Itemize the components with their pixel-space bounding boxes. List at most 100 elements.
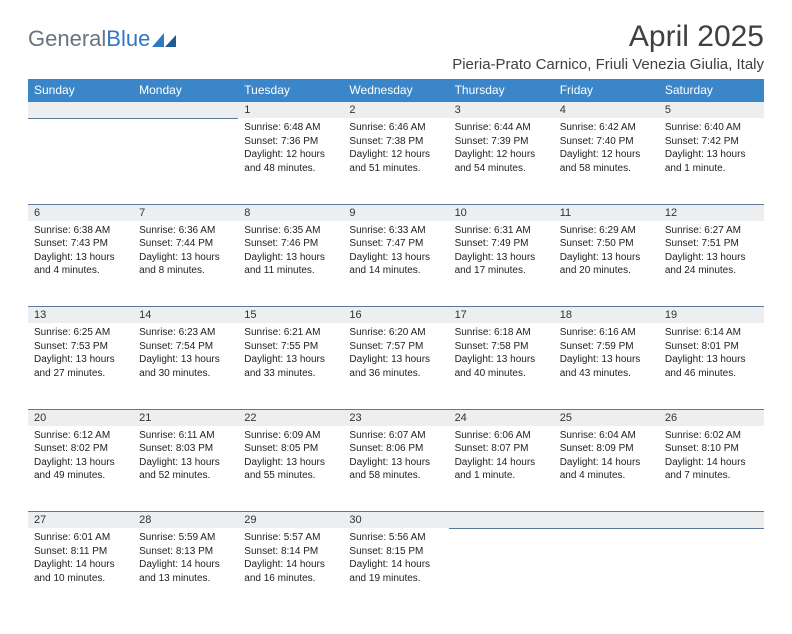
sunrise-text: Sunrise: 6:04 AM (560, 429, 653, 443)
day-data-cell: Sunrise: 6:02 AMSunset: 8:10 PMDaylight:… (659, 426, 764, 512)
daylight-text: Daylight: 13 hours and 8 minutes. (139, 251, 232, 278)
sunrise-text: Sunrise: 5:57 AM (244, 531, 337, 545)
sunset-text: Sunset: 7:58 PM (455, 340, 548, 354)
day-number-cell: 23 (343, 409, 448, 426)
sunrise-text: Sunrise: 6:38 AM (34, 224, 127, 238)
day-data-cell: Sunrise: 6:21 AMSunset: 7:55 PMDaylight:… (238, 323, 343, 409)
daylight-text: Daylight: 13 hours and 52 minutes. (139, 456, 232, 483)
sunset-text: Sunset: 7:53 PM (34, 340, 127, 354)
day-number-cell: 1 (238, 102, 343, 119)
day-data-cell: Sunrise: 6:16 AMSunset: 7:59 PMDaylight:… (554, 323, 659, 409)
sunset-text: Sunset: 8:05 PM (244, 442, 337, 456)
sunset-text: Sunset: 7:54 PM (139, 340, 232, 354)
day-data-row: Sunrise: 6:38 AMSunset: 7:43 PMDaylight:… (28, 221, 764, 307)
sunrise-text: Sunrise: 6:11 AM (139, 429, 232, 443)
day-number-cell: 15 (238, 307, 343, 324)
sunrise-text: Sunrise: 5:56 AM (349, 531, 442, 545)
title-block: April 2025 Pieria-Prato Carnico, Friuli … (452, 20, 764, 73)
weekday-header: Tuesday (238, 79, 343, 102)
day-number-cell: 25 (554, 409, 659, 426)
day-data-cell: Sunrise: 6:27 AMSunset: 7:51 PMDaylight:… (659, 221, 764, 307)
day-number-cell: 6 (28, 204, 133, 221)
day-number-cell: 26 (659, 409, 764, 426)
day-data-cell: Sunrise: 6:11 AMSunset: 8:03 PMDaylight:… (133, 426, 238, 512)
day-number-cell (133, 102, 238, 119)
day-data-cell: Sunrise: 6:35 AMSunset: 7:46 PMDaylight:… (238, 221, 343, 307)
day-data-cell (449, 528, 554, 614)
day-data-cell: Sunrise: 5:57 AMSunset: 8:14 PMDaylight:… (238, 528, 343, 614)
sunrise-text: Sunrise: 6:09 AM (244, 429, 337, 443)
daylight-text: Daylight: 13 hours and 14 minutes. (349, 251, 442, 278)
sunset-text: Sunset: 7:36 PM (244, 135, 337, 149)
day-number-cell (28, 102, 133, 119)
sunset-text: Sunset: 7:40 PM (560, 135, 653, 149)
weekday-header: Sunday (28, 79, 133, 102)
day-data-cell: Sunrise: 6:29 AMSunset: 7:50 PMDaylight:… (554, 221, 659, 307)
day-data-cell: Sunrise: 6:48 AMSunset: 7:36 PMDaylight:… (238, 118, 343, 204)
sunset-text: Sunset: 8:15 PM (349, 545, 442, 559)
day-number-cell: 9 (343, 204, 448, 221)
day-data-cell: Sunrise: 6:36 AMSunset: 7:44 PMDaylight:… (133, 221, 238, 307)
day-number-cell: 27 (28, 512, 133, 529)
sunset-text: Sunset: 8:11 PM (34, 545, 127, 559)
daylight-text: Daylight: 13 hours and 55 minutes. (244, 456, 337, 483)
day-number-cell: 29 (238, 512, 343, 529)
daylight-text: Daylight: 14 hours and 19 minutes. (349, 558, 442, 585)
sunrise-text: Sunrise: 6:23 AM (139, 326, 232, 340)
daylight-text: Daylight: 12 hours and 51 minutes. (349, 148, 442, 175)
weekday-header: Friday (554, 79, 659, 102)
day-data-cell: Sunrise: 6:46 AMSunset: 7:38 PMDaylight:… (343, 118, 448, 204)
day-data-cell (659, 528, 764, 614)
daylight-text: Daylight: 13 hours and 20 minutes. (560, 251, 653, 278)
sunrise-text: Sunrise: 6:25 AM (34, 326, 127, 340)
logo-text-b: Blue (106, 26, 150, 51)
day-number-cell (554, 512, 659, 529)
day-number-row: 12345 (28, 102, 764, 119)
day-number-cell: 13 (28, 307, 133, 324)
calendar-page: GeneralBlue April 2025 Pieria-Prato Carn… (0, 0, 792, 634)
weekday-header: Wednesday (343, 79, 448, 102)
daylight-text: Daylight: 12 hours and 54 minutes. (455, 148, 548, 175)
day-data-cell: Sunrise: 6:09 AMSunset: 8:05 PMDaylight:… (238, 426, 343, 512)
day-number-cell: 8 (238, 204, 343, 221)
sunrise-text: Sunrise: 6:40 AM (665, 121, 758, 135)
calendar-body: 12345Sunrise: 6:48 AMSunset: 7:36 PMDayl… (28, 102, 764, 615)
day-number-cell: 5 (659, 102, 764, 119)
day-data-cell: Sunrise: 5:59 AMSunset: 8:13 PMDaylight:… (133, 528, 238, 614)
day-data-row: Sunrise: 6:25 AMSunset: 7:53 PMDaylight:… (28, 323, 764, 409)
brand-logo: GeneralBlue (28, 26, 178, 52)
day-data-cell (133, 118, 238, 204)
sunset-text: Sunset: 8:06 PM (349, 442, 442, 456)
weekday-header: Saturday (659, 79, 764, 102)
day-number-row: 20212223242526 (28, 409, 764, 426)
day-number-cell: 28 (133, 512, 238, 529)
day-data-cell: Sunrise: 6:33 AMSunset: 7:47 PMDaylight:… (343, 221, 448, 307)
sunrise-text: Sunrise: 5:59 AM (139, 531, 232, 545)
daylight-text: Daylight: 14 hours and 16 minutes. (244, 558, 337, 585)
day-number-cell: 17 (449, 307, 554, 324)
day-data-cell: Sunrise: 5:56 AMSunset: 8:15 PMDaylight:… (343, 528, 448, 614)
logo-text: GeneralBlue (28, 26, 150, 52)
daylight-text: Daylight: 13 hours and 24 minutes. (665, 251, 758, 278)
sunrise-text: Sunrise: 6:27 AM (665, 224, 758, 238)
day-number-cell: 2 (343, 102, 448, 119)
daylight-text: Daylight: 13 hours and 27 minutes. (34, 353, 127, 380)
day-data-cell: Sunrise: 6:14 AMSunset: 8:01 PMDaylight:… (659, 323, 764, 409)
day-number-cell: 4 (554, 102, 659, 119)
sunset-text: Sunset: 8:02 PM (34, 442, 127, 456)
sunrise-text: Sunrise: 6:44 AM (455, 121, 548, 135)
daylight-text: Daylight: 13 hours and 4 minutes. (34, 251, 127, 278)
daylight-text: Daylight: 13 hours and 40 minutes. (455, 353, 548, 380)
day-data-cell: Sunrise: 6:04 AMSunset: 8:09 PMDaylight:… (554, 426, 659, 512)
day-data-cell: Sunrise: 6:01 AMSunset: 8:11 PMDaylight:… (28, 528, 133, 614)
daylight-text: Daylight: 13 hours and 43 minutes. (560, 353, 653, 380)
day-number-cell: 10 (449, 204, 554, 221)
daylight-text: Daylight: 14 hours and 10 minutes. (34, 558, 127, 585)
day-data-row: Sunrise: 6:01 AMSunset: 8:11 PMDaylight:… (28, 528, 764, 614)
sunrise-text: Sunrise: 6:16 AM (560, 326, 653, 340)
sunrise-text: Sunrise: 6:42 AM (560, 121, 653, 135)
sunrise-text: Sunrise: 6:14 AM (665, 326, 758, 340)
day-number-cell: 22 (238, 409, 343, 426)
sunrise-text: Sunrise: 6:20 AM (349, 326, 442, 340)
sunset-text: Sunset: 7:49 PM (455, 237, 548, 251)
